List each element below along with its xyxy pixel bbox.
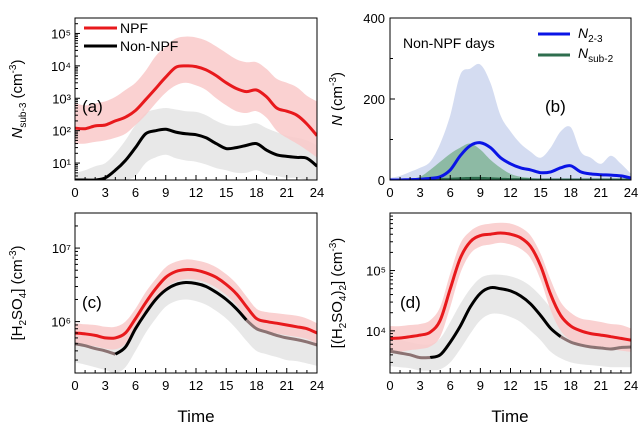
xlabel-right: Time [491,407,528,426]
line-non-npf [75,127,317,180]
line-non-npf-seg-2 [245,318,317,347]
x-tick-label: 12 [503,185,517,200]
x-tick-label: 3 [102,185,109,200]
line-non-npf-seg-2 [559,335,631,351]
y-tick-label: 10⁴ [366,324,386,339]
legend-non-npf-label: Non-NPF [120,38,178,54]
x-tick-label: 15 [219,185,233,200]
x-tick-label: 15 [533,378,547,393]
x-tick-label: 6 [447,378,454,393]
x-tick-label: 24 [624,185,638,200]
panel-b-legend: N2-3 Nsub-2 [538,25,614,65]
x-tick-label: 9 [477,378,484,393]
x-tick-label: 6 [132,378,139,393]
legend-npf-label: NPF [120,20,148,36]
panel-b-title: Non-NPF days [403,35,495,51]
panel-b-ylabel: N (cm-3) [328,72,346,126]
legend-n23-label: N2-3 [578,25,603,45]
band-n_2-3 [390,63,631,180]
x-tick-label: 21 [594,378,608,393]
y-tick-label: 10⁵ [51,26,71,41]
x-tick-label: 24 [310,378,324,393]
line-non-npf-seg-0 [390,349,431,360]
panel-c-label: (c) [82,293,102,312]
x-tick-label: 3 [417,378,424,393]
band-non-npf [75,271,317,373]
x-tick-label: 18 [564,185,578,200]
line-npf [390,231,631,342]
panel-d-label: (d) [400,293,421,312]
x-tick-label: 21 [280,185,294,200]
x-tick-label: 12 [189,185,203,200]
panel-a-label: (a) [82,97,103,116]
band-npf [75,36,317,158]
x-tick-label: 12 [503,378,517,393]
y-tick-label: 200 [363,92,385,107]
line-npf [75,64,317,137]
x-tick-label: 15 [219,378,233,393]
panel-c-ylabel: [H2SO4] (cm-3) [8,245,29,340]
panel-a: 10¹ 10² 10³ 10⁴ 10⁵ 0 3 6 9 12 15 18 21 24 Nsub-3 (cm… [8,17,324,200]
panel-a-legend: NPF Non-NPF [84,20,178,54]
panel-a-ylabel: Nsub-3 (cm-3) [8,60,29,139]
x-tick-label: 6 [447,185,454,200]
panel-d-ylabel: [(H2SO4)2] (cm-3) [328,238,349,349]
x-tick-label: 24 [624,378,638,393]
band-non-npf [390,274,631,371]
x-tick-label: 21 [594,185,608,200]
x-tick-label: 18 [249,378,263,393]
panel-b: 0 200 400 0 3 6 9 12 15 18 21 24 N (cm-3) (b) Non-N… [328,11,638,200]
y-tick-label: 10² [52,124,71,139]
y-tick-label: 10⁴ [51,59,71,74]
line-npf [75,268,317,340]
panel-c: 10⁶ 10⁷ 0 3 6 9 12 15 18 21 24 [H2SO4] (cm-3) (c) [8,212,324,393]
line-non-npf-seg-0 [75,342,116,356]
line-non-npf-seg-1 [429,285,562,360]
x-tick-label: 9 [162,378,169,393]
line-non-npf-seg-1 [114,280,248,356]
x-tick-label: 24 [310,185,324,200]
panel-d: 10⁴ 10⁵ 0 3 6 9 12 15 18 21 24 [(H2SO4)2] (cm-3) (… [328,212,638,393]
x-tick-label: 12 [189,378,203,393]
legend-nsub2-label: Nsub-2 [578,45,614,65]
x-tick-label: 21 [280,378,294,393]
y-tick-label: 10³ [52,91,71,106]
band-npf [390,222,631,352]
x-tick-label: 0 [386,185,393,200]
xlabel-left: Time [177,407,214,426]
x-tick-label: 3 [417,185,424,200]
x-tick-label: 9 [162,185,169,200]
y-tick-label: 10⁷ [52,241,71,256]
y-tick-label: 10⁶ [51,315,71,330]
x-tick-label: 6 [132,185,139,200]
panel-b-label: (b) [545,97,566,116]
x-tick-label: 0 [386,378,393,393]
x-tick-label: 18 [249,185,263,200]
y-tick-label: 10⁵ [366,264,386,279]
band-non-npf [75,108,317,180]
x-tick-label: 0 [71,185,78,200]
y-tick-label: 10¹ [52,156,71,171]
x-tick-label: 9 [477,185,484,200]
x-tick-label: 15 [533,185,547,200]
x-tick-label: 0 [71,378,78,393]
x-tick-label: 18 [564,378,578,393]
y-tick-label: 0 [378,173,385,188]
y-tick-label: 400 [363,11,385,26]
x-tick-label: 3 [102,378,109,393]
